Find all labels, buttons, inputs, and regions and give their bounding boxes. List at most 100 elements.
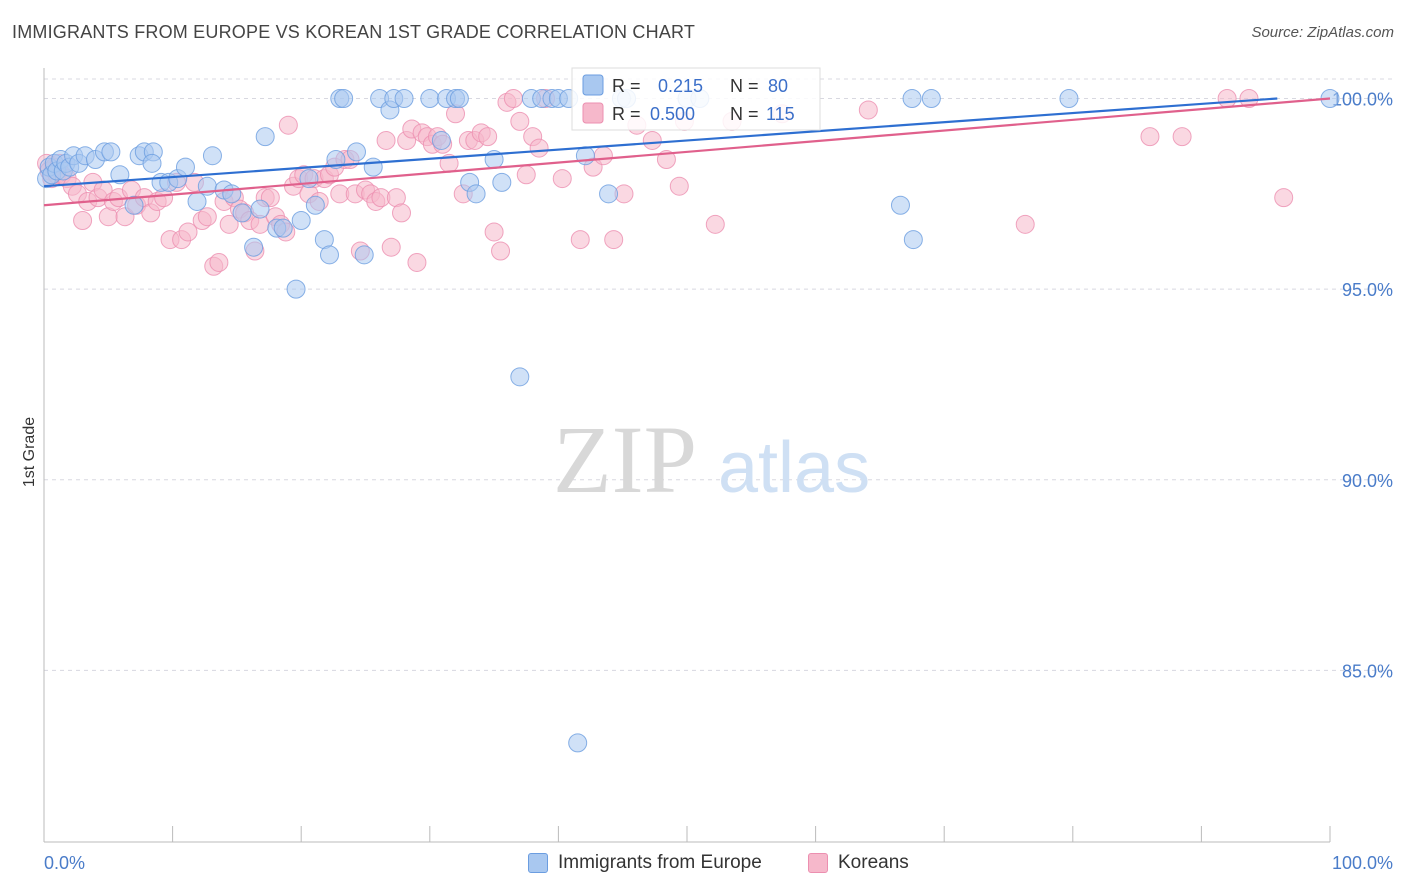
data-point-korean (858, 100, 878, 120)
data-point-korean (478, 127, 498, 147)
data-point-europe (291, 211, 311, 231)
data-point-korean (73, 211, 93, 231)
trend-line-europe (43, 97, 1278, 188)
data-point-europe (334, 89, 354, 109)
data-point-korean (669, 176, 689, 196)
axes: 100.0% 95.0% 90.0% 85.0% 0.0% 100.0% (43, 68, 1393, 873)
data-point-europe (101, 142, 121, 162)
data-point-korean (491, 241, 511, 261)
data-point-europe (903, 230, 923, 250)
data-point-europe (273, 218, 293, 238)
data-point-korean (219, 214, 239, 234)
data-point-korean (604, 230, 624, 250)
legend-label-immigrants: Immigrants from Europe (558, 852, 762, 873)
legend-label-koreans: Koreans (838, 852, 909, 873)
data-point-europe (394, 89, 414, 109)
data-point-europe (363, 157, 383, 177)
data-point-europe (187, 191, 207, 211)
data-point-europe (431, 130, 451, 150)
data-point-korean (1015, 214, 1035, 234)
data-point-europe (420, 89, 440, 109)
legend-r-label-1: R = (612, 76, 641, 96)
data-point-europe (902, 89, 922, 109)
data-point-korean (278, 115, 298, 135)
y-tick-label: 100.0% (1332, 90, 1393, 110)
data-point-europe (286, 279, 306, 299)
data-point-korean (484, 222, 504, 242)
legend-r-label-2: R = (612, 104, 641, 124)
legend-swatch-koreans (808, 853, 828, 873)
legend-item-immigrants[interactable]: Immigrants from Europe (528, 852, 762, 874)
y-tick-label: 90.0% (1342, 471, 1393, 491)
data-point-korean (392, 203, 412, 223)
data-point-korean (593, 146, 613, 166)
trend-lines (43, 97, 1331, 207)
series-immigrants-from-europe (37, 89, 1340, 753)
gridlines (44, 78, 1394, 671)
data-point-europe (222, 184, 242, 204)
data-point-europe (575, 146, 595, 166)
data-point-europe (110, 165, 130, 185)
data-point-korean (1140, 127, 1160, 147)
legend-swatch-immigrants (528, 853, 548, 873)
data-point-europe (202, 146, 222, 166)
data-point-korean (1217, 89, 1237, 109)
data-point-europe (319, 245, 339, 265)
data-point-korean (209, 252, 229, 272)
data-point-europe (244, 237, 264, 257)
legend-n-value-1: 80 (768, 76, 788, 96)
data-point-korean (197, 207, 217, 227)
data-point-europe (510, 367, 530, 387)
y-tick-label: 95.0% (1342, 280, 1393, 300)
chart-title: IMMIGRANTS FROM EUROPE VS KOREAN 1ST GRA… (12, 22, 696, 42)
data-point-korean (570, 230, 590, 250)
data-point-europe (142, 153, 162, 173)
legend-r-value-1: 0.215 (658, 76, 703, 96)
data-point-korean (376, 130, 396, 150)
data-point-europe (568, 733, 588, 753)
data-point-korean (552, 169, 572, 189)
chart-source: Source: ZipAtlas.com (1251, 24, 1394, 41)
data-point-korean (1172, 127, 1192, 147)
data-point-korean (407, 252, 427, 272)
legend-item-koreans[interactable]: Koreans (808, 852, 909, 874)
legend-r-value-2: 0.500 (650, 104, 695, 124)
data-point-europe (449, 89, 469, 109)
watermark-zip: ZIP (553, 406, 697, 513)
data-point-europe (346, 142, 366, 162)
data-point-europe (232, 203, 252, 223)
y-tick-label: 85.0% (1342, 661, 1393, 681)
data-point-korean (705, 214, 725, 234)
legend-n-value-2: 115 (766, 104, 795, 124)
data-point-korean (178, 222, 198, 242)
x-tick-label-max: 100.0% (1332, 853, 1393, 873)
data-point-europe (326, 150, 346, 170)
data-point-europe (921, 89, 941, 109)
data-point-europe (305, 195, 325, 215)
data-point-europe (492, 172, 512, 192)
data-point-korean (1239, 89, 1259, 109)
data-point-europe (890, 195, 910, 215)
data-point-europe (354, 245, 374, 265)
data-point-korean (381, 237, 401, 257)
data-point-korean (510, 111, 530, 131)
data-point-europe (255, 127, 275, 147)
watermark-atlas: atlas (718, 428, 870, 508)
data-point-korean (642, 130, 662, 150)
legend-n-label-1: N = (730, 76, 759, 96)
y-axis-label: 1st Grade (21, 417, 38, 487)
bottom-legend: Immigrants from Europe Koreans (0, 852, 1406, 878)
data-point-europe (599, 184, 619, 204)
watermark: ZIP atlas (553, 406, 870, 513)
x-tick-label-min: 0.0% (44, 853, 85, 873)
data-point-korean (529, 138, 549, 158)
data-point-korean (516, 165, 536, 185)
data-point-korean (503, 89, 523, 109)
data-point-korean (1274, 188, 1294, 208)
data-point-europe (250, 199, 270, 219)
data-point-europe (124, 195, 144, 215)
legend-n-label-2: N = (730, 104, 759, 124)
trend-line-korean (43, 97, 1331, 207)
data-point-europe (175, 157, 195, 177)
